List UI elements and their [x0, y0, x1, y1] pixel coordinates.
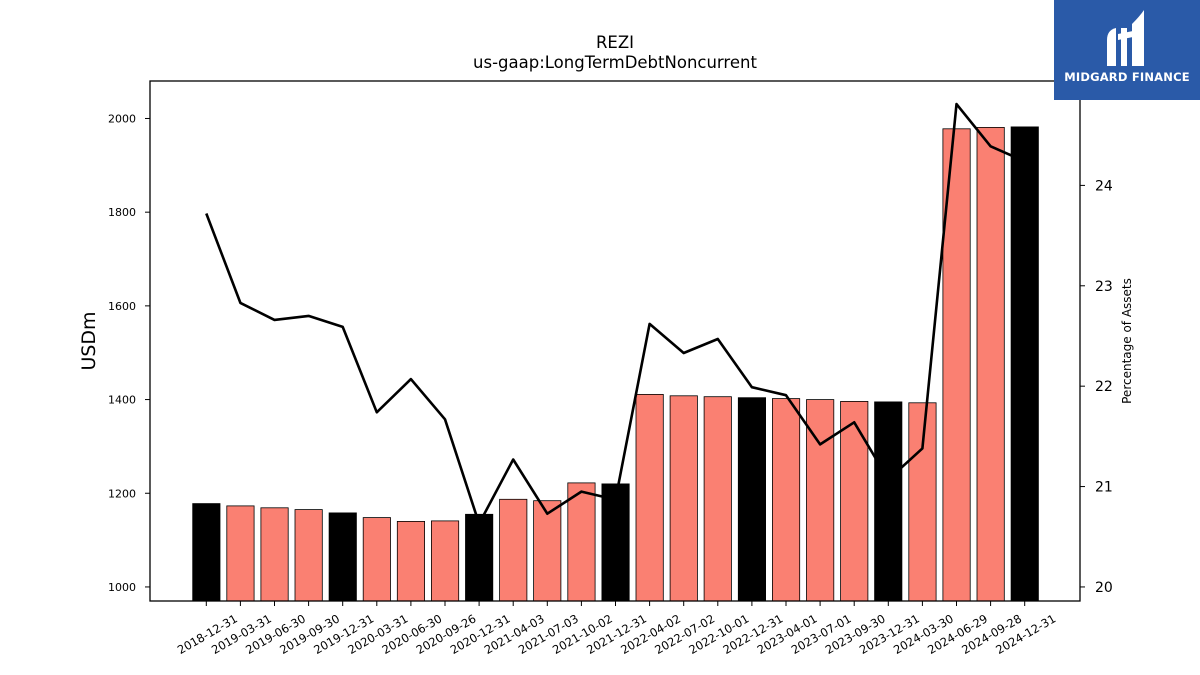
y-axis-label: USDm — [78, 311, 100, 370]
y2-tick-label: 22 — [1095, 379, 1113, 395]
bar — [362, 517, 391, 602]
bar — [499, 498, 528, 602]
bar — [430, 520, 460, 602]
bar — [396, 521, 425, 602]
bar — [874, 401, 903, 602]
bar — [192, 503, 221, 602]
bar — [533, 500, 562, 602]
y2-tick-label: 23 — [1095, 279, 1113, 295]
logo-text: MIDGARD FINANCE — [1064, 70, 1190, 84]
bar-series — [192, 126, 1039, 602]
bar — [465, 513, 494, 602]
bar — [669, 395, 698, 602]
y2-tick-label: 20 — [1095, 580, 1113, 596]
bar — [260, 507, 289, 602]
bar — [294, 509, 323, 602]
line-path — [205, 102, 1026, 526]
logo-mark-icon — [1107, 10, 1144, 66]
y2-axis-label: Percentage of Assets — [1120, 278, 1134, 404]
bar — [226, 505, 255, 602]
bar — [567, 482, 596, 602]
y-tick-label: 1400 — [108, 394, 136, 407]
y-tick-label: 2000 — [108, 112, 136, 125]
brand-logo: MIDGARD FINANCE — [1054, 0, 1200, 100]
chart-title: REZI — [596, 33, 634, 52]
bar — [908, 402, 937, 602]
bar — [703, 396, 732, 602]
bar — [772, 398, 801, 602]
bar — [635, 393, 664, 602]
y-tick-label: 1000 — [108, 581, 136, 594]
bar — [976, 127, 1005, 602]
bar — [1010, 126, 1039, 602]
y-tick-label: 1600 — [108, 300, 136, 313]
y-tick-label: 1200 — [108, 487, 136, 500]
bar — [737, 397, 766, 602]
y-tick-label: 1800 — [108, 206, 136, 219]
chart-subtitle: us-gaap:LongTermDebtNoncurrent — [473, 53, 757, 72]
line-series — [205, 102, 1026, 526]
bar — [328, 512, 357, 602]
bar — [601, 483, 630, 602]
y2-tick-label: 21 — [1095, 480, 1113, 496]
y2-tick-label: 24 — [1095, 178, 1113, 194]
bar — [840, 400, 869, 602]
